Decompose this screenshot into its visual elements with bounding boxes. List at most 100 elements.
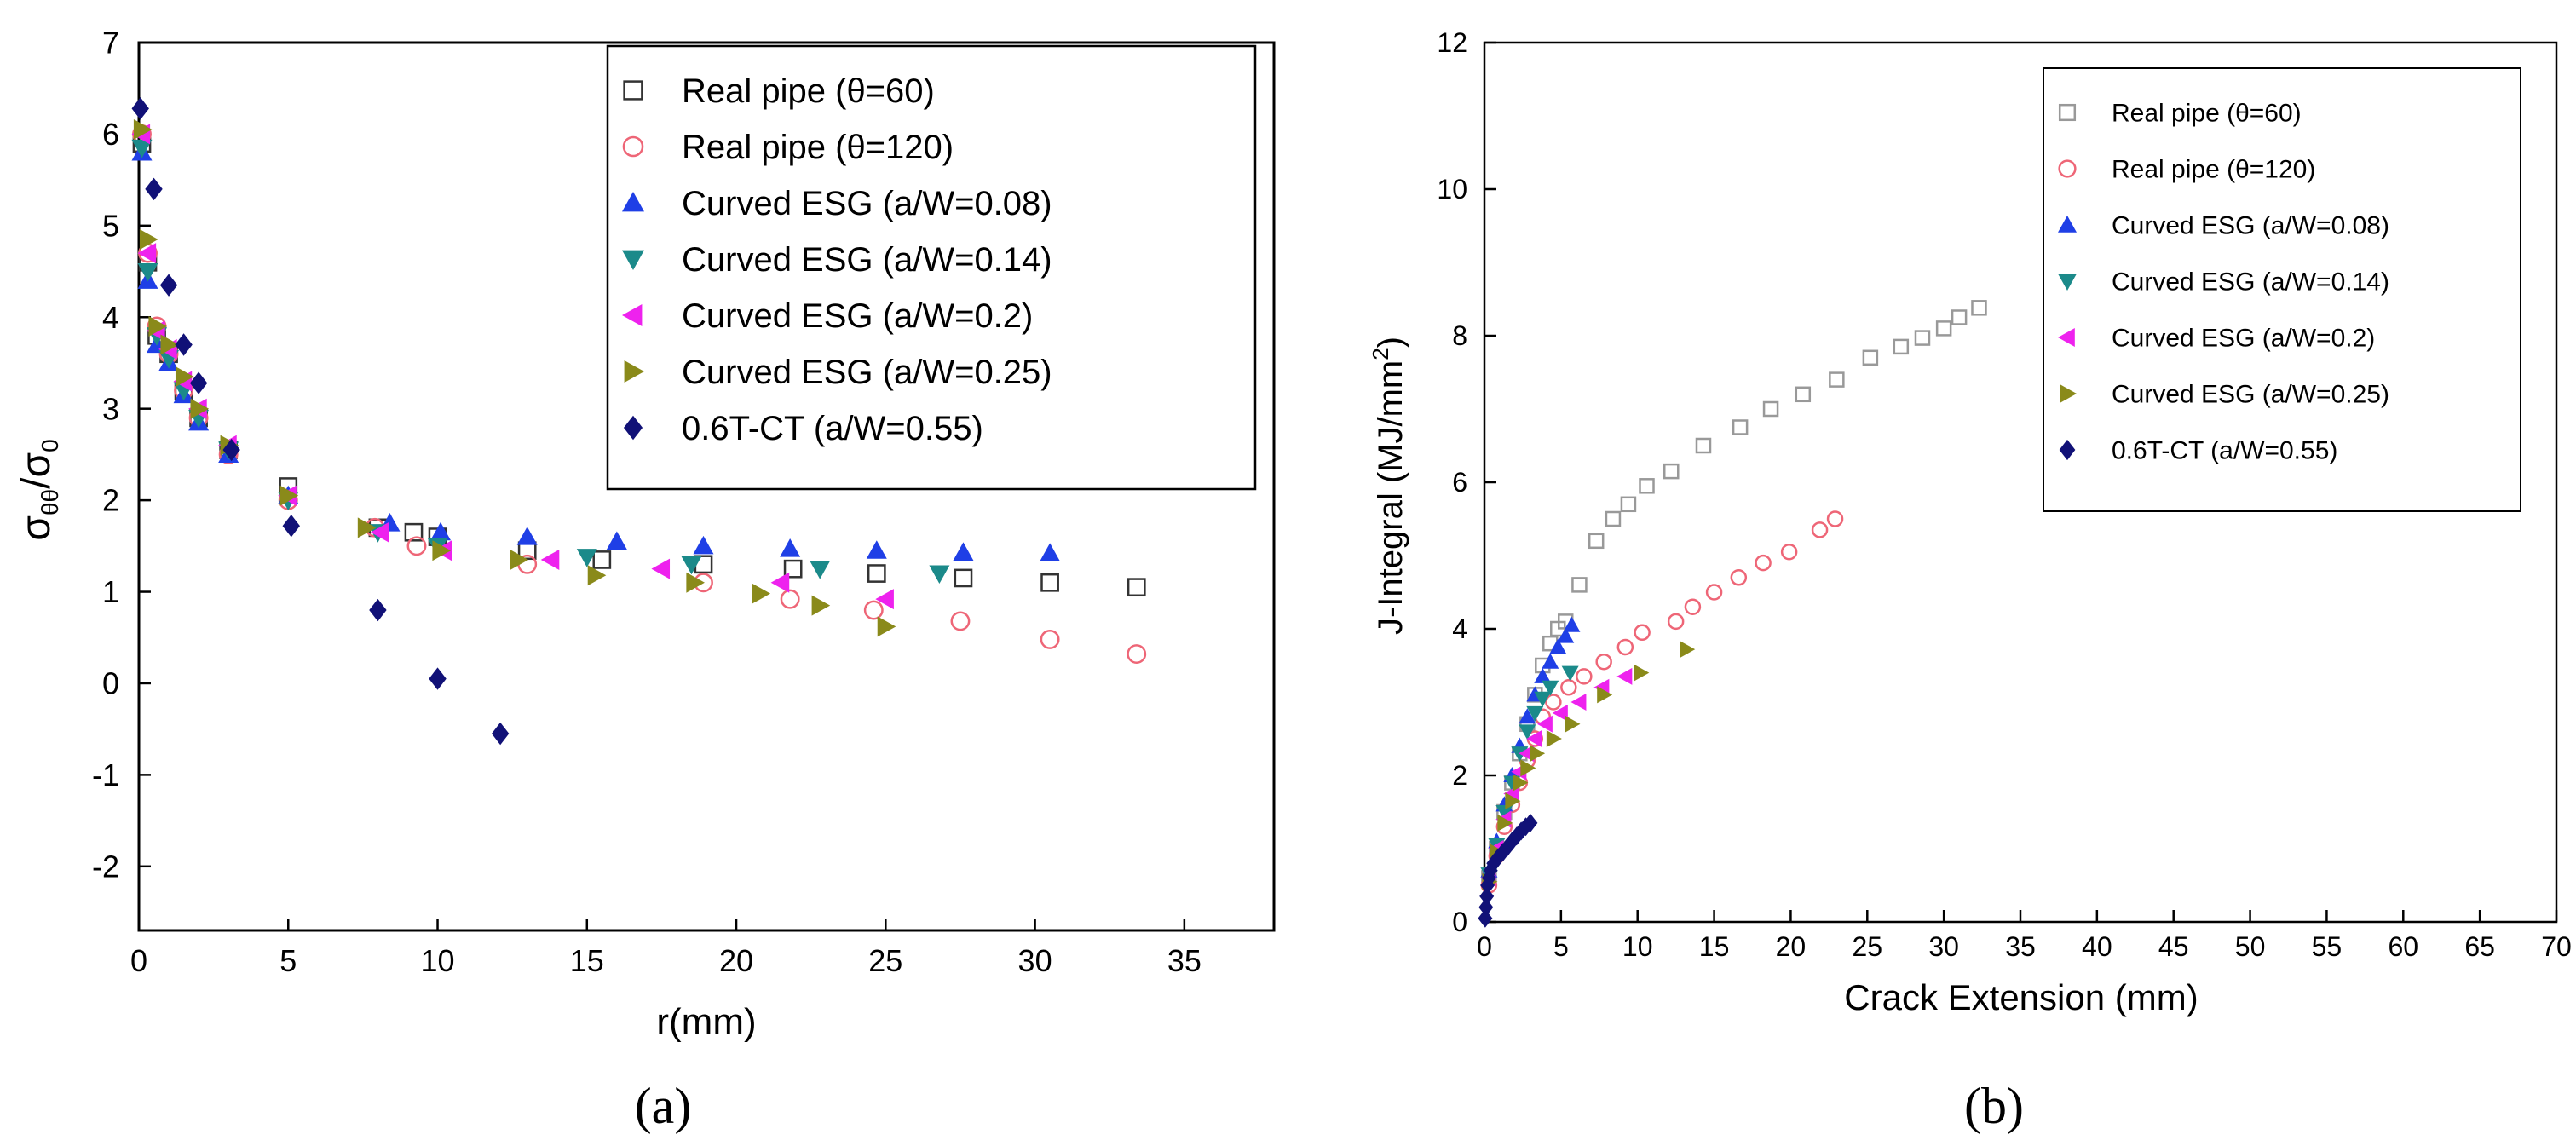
data-point bbox=[1616, 638, 1634, 656]
legend-label: 0.6T-CT (a/W=0.55) bbox=[2112, 437, 2337, 465]
data-point bbox=[131, 139, 153, 158]
data-point bbox=[1513, 774, 1529, 792]
x-tick-label: 35 bbox=[2005, 931, 2036, 962]
data-point bbox=[1505, 792, 1521, 810]
data-point bbox=[1935, 320, 1952, 337]
legend-marker bbox=[623, 80, 643, 101]
legend-label: Curved ESG (a/W=0.14) bbox=[2112, 268, 2389, 297]
legend-label: Real pipe (θ=60) bbox=[2112, 100, 2302, 128]
data-point bbox=[357, 517, 377, 538]
data-point bbox=[404, 522, 424, 542]
data-point bbox=[811, 595, 831, 616]
data-point bbox=[1571, 577, 1588, 593]
y-tick-label: 6 bbox=[102, 117, 119, 152]
data-point bbox=[1780, 543, 1798, 561]
data-point bbox=[780, 589, 800, 609]
data-point bbox=[175, 366, 194, 388]
data-point bbox=[1519, 708, 1536, 724]
chart-a-caption: (a) bbox=[635, 1078, 692, 1134]
data-point bbox=[1478, 897, 1494, 917]
data-point bbox=[953, 542, 974, 561]
legend-label: Curved ESG (a/W=0.2) bbox=[682, 297, 1033, 335]
data-point bbox=[1826, 510, 1844, 527]
data-point bbox=[1127, 644, 1147, 665]
x-tick-label: 20 bbox=[719, 943, 753, 978]
data-point bbox=[810, 561, 831, 579]
data-point bbox=[929, 565, 950, 585]
x-tick-label: 30 bbox=[1928, 931, 1959, 962]
legend-label: Curved ESG (a/W=0.14) bbox=[682, 241, 1052, 279]
data-point bbox=[576, 549, 597, 567]
data-point bbox=[279, 485, 299, 506]
legend-marker bbox=[623, 415, 643, 441]
legend-marker bbox=[2058, 103, 2077, 122]
legend-marker bbox=[622, 192, 644, 212]
data-point bbox=[1705, 584, 1723, 601]
data-point bbox=[1479, 886, 1495, 906]
x-tick-label: 65 bbox=[2464, 931, 2495, 962]
data-point bbox=[1542, 680, 1559, 696]
chart-b-points bbox=[1478, 300, 1987, 928]
chart-b-caption: (b) bbox=[1964, 1078, 2024, 1134]
chart-b-legend: Real pipe (θ=60) Real pipe (θ=120) Curved … bbox=[2043, 67, 2521, 512]
data-point bbox=[592, 550, 612, 569]
data-point bbox=[1526, 730, 1542, 747]
data-point bbox=[1755, 554, 1772, 572]
data-point bbox=[780, 538, 801, 557]
x-tick-label: 25 bbox=[1852, 931, 1882, 962]
data-point bbox=[1634, 624, 1651, 642]
data-point bbox=[1565, 715, 1581, 733]
data-point bbox=[133, 119, 153, 141]
data-point bbox=[1534, 667, 1552, 683]
data-point bbox=[148, 316, 168, 337]
data-point bbox=[1536, 715, 1553, 733]
x-tick-label: 10 bbox=[1622, 931, 1653, 962]
data-point bbox=[160, 334, 180, 355]
data-point bbox=[1552, 704, 1568, 722]
x-tick-label: 35 bbox=[1167, 943, 1202, 978]
x-tick-label: 5 bbox=[1553, 931, 1569, 962]
chart-a-y-label-sigma: σ bbox=[14, 515, 59, 541]
data-point bbox=[950, 611, 971, 631]
legend-marker bbox=[624, 360, 644, 383]
data-point bbox=[606, 531, 627, 550]
legend-marker bbox=[2058, 159, 2077, 178]
y-tick-label: 2 bbox=[1452, 760, 1467, 791]
x-tick-label: 10 bbox=[421, 943, 455, 978]
data-point bbox=[137, 243, 157, 264]
data-point bbox=[770, 572, 790, 593]
data-point bbox=[587, 565, 607, 586]
data-point bbox=[1620, 496, 1637, 513]
data-point bbox=[430, 521, 452, 541]
x-tick-label: 0 bbox=[130, 943, 147, 978]
chart-b-y-label-sup: 2 bbox=[1368, 348, 1393, 360]
data-point bbox=[1811, 521, 1829, 538]
data-point bbox=[510, 549, 529, 570]
data-point bbox=[1542, 653, 1559, 669]
chart-a-plot-frame bbox=[137, 41, 1276, 932]
data-point bbox=[369, 598, 387, 622]
data-point bbox=[752, 583, 771, 604]
data-point bbox=[681, 556, 702, 575]
data-point bbox=[1523, 813, 1538, 832]
chart-b-axes: 0 5 10 15 20 25 30 35 40 45 50 55 60 65 70 0 2 4 6 8 10 12 bbox=[1437, 27, 2571, 962]
chart-b: 0 5 10 15 20 25 30 35 40 45 50 55 60 65 70 0 2 4 6 8 10 12 Cr… bbox=[1368, 27, 2572, 1134]
legend-marker bbox=[622, 250, 644, 270]
chart-a-y-label-sub2: 0 bbox=[37, 439, 63, 452]
legend-label: Curved ESG (a/W=0.25) bbox=[682, 354, 1052, 391]
data-point bbox=[1576, 668, 1593, 685]
data-point bbox=[540, 549, 560, 570]
legend-label: Real pipe (θ=60) bbox=[682, 72, 935, 110]
data-point bbox=[1563, 616, 1581, 632]
chart-a-y-axis-label: σθθ/σ0 bbox=[14, 439, 63, 540]
x-tick-label: 70 bbox=[2541, 931, 2572, 962]
chart-b-y-label-close: ) bbox=[1372, 337, 1409, 348]
chart-a-x-axis-label: r(mm) bbox=[656, 1001, 756, 1043]
data-point bbox=[1497, 814, 1513, 832]
y-tick-label: -1 bbox=[92, 757, 119, 792]
data-point bbox=[863, 600, 884, 620]
y-tick-label: -2 bbox=[92, 849, 119, 884]
data-point bbox=[406, 536, 427, 556]
y-tick-label: 8 bbox=[1452, 320, 1467, 351]
